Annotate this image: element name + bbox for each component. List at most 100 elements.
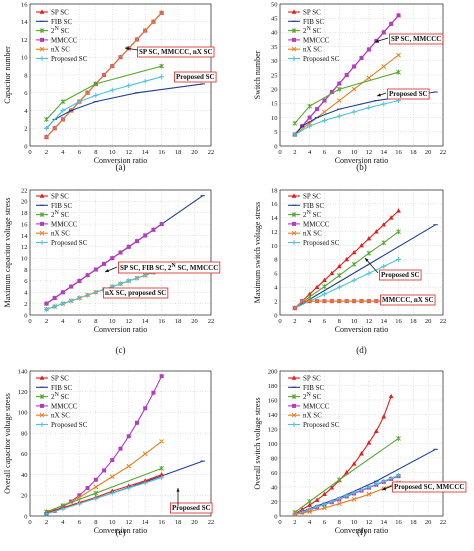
series-2-n-sc bbox=[292, 69, 401, 126]
y-tick-label: 16 bbox=[21, 1, 28, 8]
data-point bbox=[109, 63, 115, 69]
y-tick-label: 45 bbox=[271, 16, 278, 23]
annotation-arrowhead bbox=[375, 39, 379, 43]
data-point bbox=[159, 374, 164, 379]
x-tick-label: 8 bbox=[338, 519, 341, 526]
data-point bbox=[52, 295, 57, 300]
data-point bbox=[69, 284, 74, 289]
data-point bbox=[396, 208, 401, 213]
data-point bbox=[39, 412, 45, 418]
y-axis-label: Capacitor number bbox=[3, 46, 12, 104]
x-tick-label: 10 bbox=[109, 519, 116, 526]
data-point bbox=[126, 483, 132, 488]
data-point bbox=[307, 103, 312, 109]
data-point bbox=[344, 256, 350, 262]
data-point bbox=[85, 486, 90, 491]
data-point bbox=[366, 250, 372, 256]
data-point bbox=[366, 491, 372, 497]
x-tick-label: 2 bbox=[45, 149, 48, 156]
x-tick-label: 0 bbox=[28, 318, 31, 325]
series-line bbox=[46, 474, 162, 514]
legend-label: nX SC bbox=[51, 230, 70, 238]
y-axis-label: Maximum capacitor voltage stress bbox=[3, 198, 12, 308]
series-nx-sc bbox=[44, 439, 164, 515]
legend-label: MMCCC bbox=[51, 220, 78, 228]
x-tick-label: 14 bbox=[142, 149, 149, 156]
data-point bbox=[85, 273, 90, 278]
data-point bbox=[359, 55, 364, 60]
x-tick-label: 12 bbox=[366, 318, 373, 325]
data-point bbox=[44, 116, 49, 122]
data-point bbox=[126, 83, 132, 89]
x-tick-label: 16 bbox=[395, 318, 402, 325]
y-tick-label: 0 bbox=[24, 143, 27, 150]
legend-label: 2N SC bbox=[303, 392, 321, 401]
data-point bbox=[307, 123, 313, 129]
data-point bbox=[336, 113, 342, 119]
data-point bbox=[388, 215, 394, 220]
data-point bbox=[351, 277, 357, 283]
data-point bbox=[314, 284, 320, 290]
legend-label: 2N SC bbox=[51, 210, 69, 219]
panel-caption: (b) bbox=[356, 162, 367, 172]
series-line bbox=[294, 437, 399, 513]
data-point bbox=[93, 289, 99, 295]
x-tick-label: 0 bbox=[278, 149, 281, 156]
data-point bbox=[336, 477, 342, 483]
data-point bbox=[299, 298, 305, 304]
x-tick-label: 22 bbox=[440, 149, 447, 156]
data-point bbox=[351, 261, 357, 267]
x-tick-label: 20 bbox=[425, 149, 432, 156]
y-tick-label: 15 bbox=[271, 101, 278, 108]
y-axis-label: Switch number bbox=[253, 50, 262, 99]
data-point bbox=[39, 375, 45, 380]
y-tick-label: 40 bbox=[271, 484, 278, 491]
data-point bbox=[396, 257, 401, 262]
chart-panel: 0 2 4 6 8 10 12 14 16 18 20 22 0 2 4 6 8 10 12 14 16 18 20 22 SP… bbox=[3, 187, 221, 355]
annotation-arrowhead bbox=[125, 47, 129, 51]
data-point bbox=[381, 64, 387, 69]
x-tick-label: 16 bbox=[158, 519, 165, 526]
x-tick-label: 12 bbox=[125, 519, 132, 526]
data-point bbox=[85, 292, 90, 298]
data-point bbox=[93, 484, 99, 490]
data-point bbox=[336, 284, 342, 290]
data-point bbox=[44, 301, 49, 306]
data-point bbox=[68, 298, 74, 304]
x-tick-label: 2 bbox=[293, 149, 296, 156]
data-point bbox=[39, 46, 45, 52]
y-tick-label: 16 bbox=[21, 221, 28, 228]
data-point bbox=[336, 263, 342, 269]
x-tick-label: 14 bbox=[380, 318, 387, 325]
y-tick-label: 8 bbox=[274, 257, 277, 264]
data-point bbox=[291, 412, 297, 418]
data-point bbox=[351, 109, 357, 115]
x-tick-label: 0 bbox=[28, 519, 31, 526]
y-tick-label: 4 bbox=[274, 285, 278, 292]
series-line bbox=[294, 231, 399, 309]
x-tick-label: 14 bbox=[142, 519, 149, 526]
x-tick-label: 20 bbox=[191, 149, 198, 156]
data-point bbox=[126, 278, 132, 284]
data-point bbox=[336, 496, 342, 501]
annotation-text: Proposed SC bbox=[176, 73, 215, 81]
annotation-text: Proposed SC, MMCCC bbox=[394, 483, 464, 491]
data-point bbox=[307, 499, 312, 504]
data-point bbox=[60, 506, 66, 512]
y-tick-label: 4 bbox=[24, 290, 28, 297]
y-tick-label: 6 bbox=[24, 90, 28, 97]
plot-frame bbox=[279, 370, 444, 517]
x-tick-label: 4 bbox=[61, 318, 65, 325]
series-proposed-sc bbox=[292, 257, 401, 311]
x-tick-label: 16 bbox=[158, 149, 165, 156]
y-tick-label: 12 bbox=[21, 244, 28, 251]
series-proposed-sc bbox=[44, 475, 165, 517]
plot-frame bbox=[279, 3, 444, 147]
series-nx-sc bbox=[292, 480, 401, 517]
data-point bbox=[351, 490, 357, 496]
data-point bbox=[307, 291, 313, 296]
data-point bbox=[322, 284, 327, 289]
data-point bbox=[39, 56, 45, 61]
data-point bbox=[93, 477, 98, 482]
annotation-text: SP SC, MMCCC bbox=[391, 35, 441, 43]
